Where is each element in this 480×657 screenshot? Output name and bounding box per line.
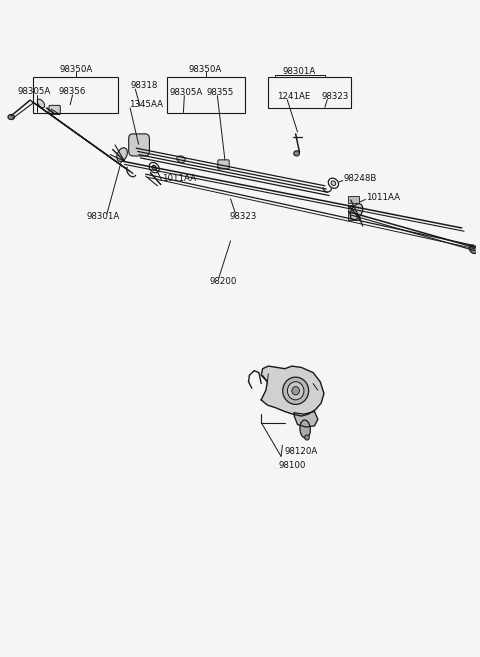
Ellipse shape <box>331 181 336 185</box>
Polygon shape <box>261 366 324 416</box>
FancyBboxPatch shape <box>218 160 229 169</box>
Text: 98350A: 98350A <box>189 64 222 74</box>
Text: 98100: 98100 <box>279 461 306 470</box>
Ellipse shape <box>283 377 309 405</box>
Ellipse shape <box>117 148 127 162</box>
Ellipse shape <box>149 162 159 173</box>
Bar <box>34 78 118 113</box>
Ellipse shape <box>300 420 311 438</box>
Ellipse shape <box>305 435 309 440</box>
Text: 98301A: 98301A <box>282 67 315 76</box>
Text: 1011AA: 1011AA <box>366 193 400 202</box>
Text: 98323: 98323 <box>321 92 348 101</box>
Text: 98318: 98318 <box>131 81 158 91</box>
FancyBboxPatch shape <box>348 196 359 203</box>
Ellipse shape <box>292 386 300 395</box>
Bar <box>167 78 245 113</box>
Ellipse shape <box>294 150 300 156</box>
FancyBboxPatch shape <box>348 204 359 212</box>
Text: 1345AA: 1345AA <box>129 101 163 109</box>
Text: 98323: 98323 <box>229 212 257 221</box>
Text: 98200: 98200 <box>209 277 237 286</box>
Text: 98356: 98356 <box>59 87 86 95</box>
Ellipse shape <box>8 114 14 120</box>
Bar <box>268 77 351 108</box>
Text: 98305A: 98305A <box>17 87 50 95</box>
Text: 98355: 98355 <box>207 88 234 97</box>
Ellipse shape <box>177 156 185 162</box>
Text: 98305A: 98305A <box>169 88 203 97</box>
Ellipse shape <box>328 178 338 189</box>
Text: 1241AE: 1241AE <box>277 92 310 101</box>
Text: 98248B: 98248B <box>344 173 377 183</box>
Polygon shape <box>294 411 318 427</box>
FancyBboxPatch shape <box>129 134 149 156</box>
Text: 98301A: 98301A <box>87 212 120 221</box>
Ellipse shape <box>37 99 45 108</box>
Text: 1011AA: 1011AA <box>162 173 196 183</box>
Ellipse shape <box>469 245 478 254</box>
FancyBboxPatch shape <box>348 213 359 220</box>
Text: 98350A: 98350A <box>59 64 93 74</box>
Ellipse shape <box>152 165 156 170</box>
Ellipse shape <box>288 382 304 400</box>
FancyBboxPatch shape <box>49 105 60 114</box>
Ellipse shape <box>350 204 363 219</box>
Text: 98120A: 98120A <box>285 447 318 456</box>
